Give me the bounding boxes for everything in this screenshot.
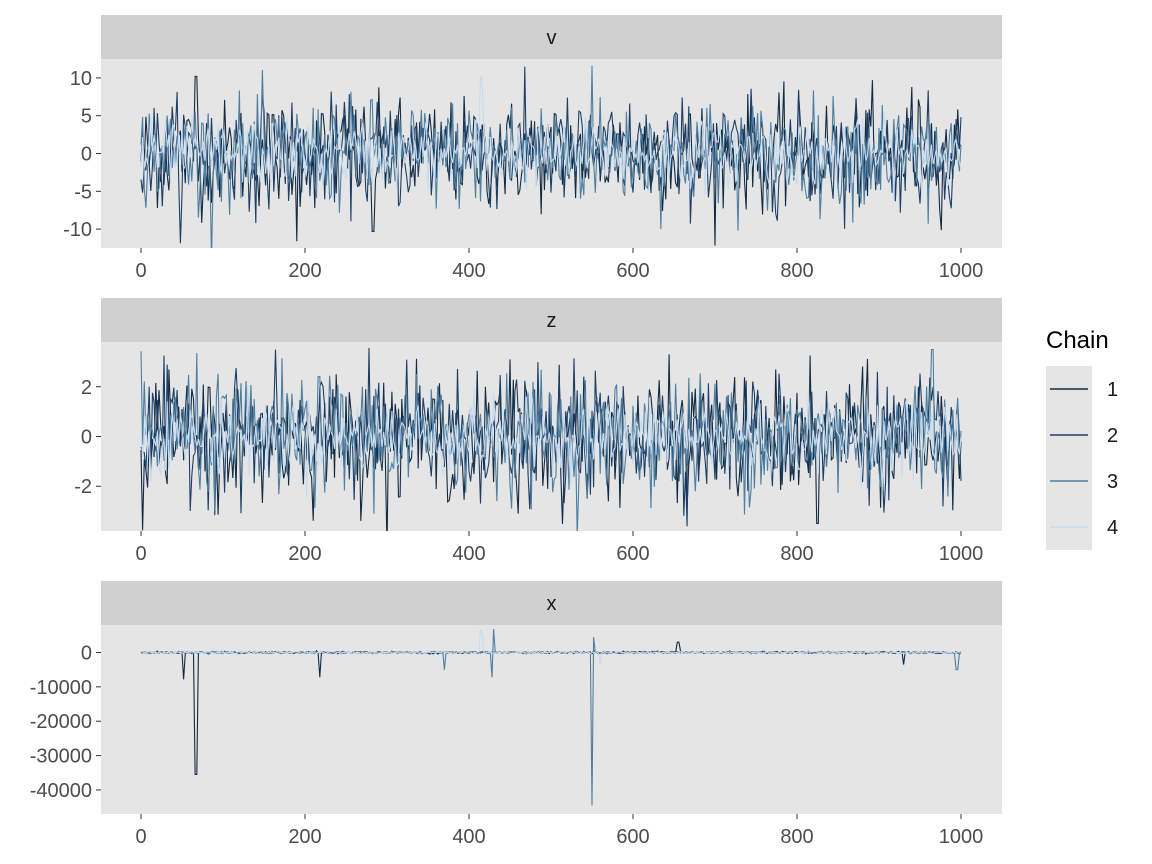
legend-label-chain-1: 1 — [1107, 379, 1118, 401]
y-tick-label: -10 — [63, 219, 92, 241]
legend-key-background — [1046, 366, 1092, 550]
x-tick-label: 400 — [452, 543, 485, 565]
legend-label-chain-2: 2 — [1107, 425, 1118, 447]
x-tick-label: 200 — [288, 826, 321, 848]
y-tick-label: 2 — [81, 377, 92, 399]
facet-panel-x: x 0 -10000 -20000 -30000 -40000 0 200 400 600 800 1… — [30, 581, 1002, 848]
chain-4-trace-x — [140, 629, 961, 665]
plot-area-x — [101, 625, 1002, 814]
y-tick-label: -2 — [74, 476, 92, 498]
legend-label-chain-4: 4 — [1107, 517, 1118, 539]
facet-strip-label: z — [547, 310, 557, 332]
x-tick-label: 1000 — [939, 260, 984, 282]
y-tick-label: 0 — [81, 642, 92, 664]
facet-strip-z — [101, 298, 1002, 342]
x-tick-label: 600 — [616, 260, 649, 282]
x-tick-label: 200 — [288, 260, 321, 282]
chain-4-trace-z — [140, 385, 962, 498]
facet-panel-v: v 10 5 0 -5 -10 0 200 400 600 800 1000 — [63, 15, 1002, 282]
y-tick-label: -30000 — [30, 746, 92, 768]
facet-strip-x — [101, 581, 1002, 625]
y-tick-label: -5 — [74, 181, 92, 203]
x-tick-label: 1000 — [939, 543, 984, 565]
legend-label-chain-3: 3 — [1107, 471, 1118, 493]
x-tick-label: 800 — [780, 260, 813, 282]
facet-panel-z: z 2 0 -2 0 200 400 600 800 1000 — [74, 298, 1002, 565]
x-tick-label: 200 — [288, 543, 321, 565]
x-tick-label: 0 — [135, 260, 146, 282]
y-tick-label: 5 — [81, 106, 92, 128]
chain-4-trace-v — [140, 76, 962, 202]
x-tick-label: 600 — [616, 543, 649, 565]
x-tick-label: 800 — [780, 826, 813, 848]
legend: Chain 1 2 3 4 — [1046, 327, 1118, 550]
x-tick-label: 1000 — [939, 826, 984, 848]
facet-strip-v — [101, 15, 1002, 59]
facet-strip-label: x — [547, 593, 557, 615]
y-tick-label: -20000 — [30, 711, 92, 733]
y-tick-label: 10 — [70, 68, 92, 90]
x-tick-label: 400 — [452, 260, 485, 282]
legend-title: Chain — [1046, 327, 1109, 354]
chain-3-trace-v — [140, 65, 962, 248]
facet-strip-label: v — [547, 27, 557, 49]
x-tick-label: 0 — [135, 826, 146, 848]
y-tick-label: -40000 — [30, 780, 92, 802]
y-tick-label: 0 — [81, 427, 92, 449]
x-tick-label: 800 — [780, 543, 813, 565]
x-tick-label: 400 — [452, 826, 485, 848]
x-tick-label: 0 — [135, 543, 146, 565]
x-tick-label: 600 — [616, 826, 649, 848]
y-tick-label: 0 — [81, 144, 92, 166]
y-tick-label: -10000 — [30, 677, 92, 699]
